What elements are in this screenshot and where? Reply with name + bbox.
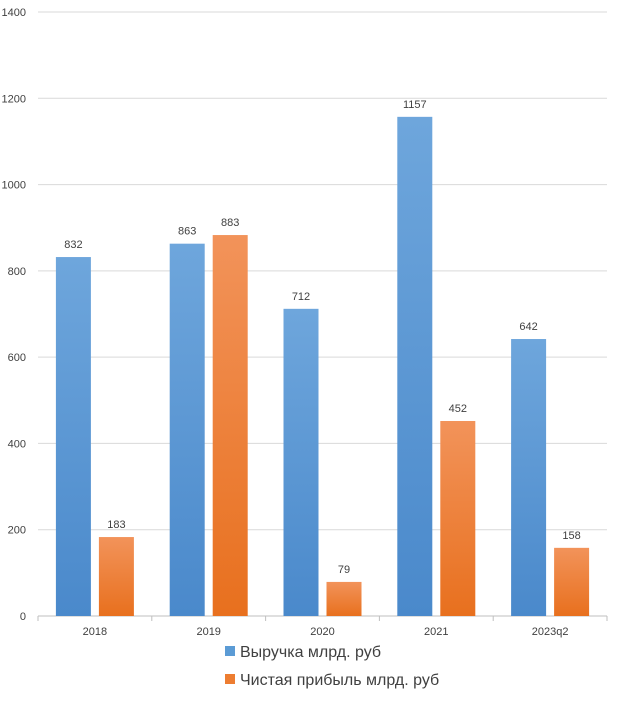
data-label: 712 [292, 291, 310, 303]
data-label: 452 [449, 403, 467, 415]
x-tick-label: 2020 [310, 626, 334, 638]
y-tick-label: 400 [8, 438, 26, 450]
y-tick-label: 0 [20, 611, 26, 623]
data-labels: 832 183 863 883 712 79 1157 452 642 158 [64, 99, 581, 576]
data-label: 883 [221, 217, 239, 229]
bar-revenue-2019 [169, 243, 205, 617]
bar-revenue-2023q2 [511, 339, 547, 616]
bar-revenue-2020 [283, 308, 319, 616]
x-tick-label: 2021 [424, 626, 448, 638]
data-label: 79 [338, 564, 350, 576]
gridlines [38, 11, 607, 617]
bar-revenue-2018 [55, 257, 91, 616]
legend-label: Чистая прибыль млрд. руб [240, 672, 439, 689]
data-label: 642 [519, 321, 537, 333]
y-tick-label: 1200 [2, 93, 26, 105]
legend: Выручка млрд. руб Чистая прибыль млрд. ру… [225, 644, 439, 689]
y-tick-label: 800 [8, 266, 26, 278]
bar-net-profit-2023q2 [554, 547, 590, 616]
x-tick-label: 2019 [196, 626, 220, 638]
x-axis: 2018 2019 2020 2021 2023q2 [37, 616, 608, 638]
x-tick-label: 2023q2 [532, 626, 569, 638]
data-label: 158 [562, 530, 580, 542]
bars [55, 116, 590, 617]
x-tick-label: 2018 [83, 626, 107, 638]
data-label: 863 [178, 226, 196, 238]
bar-net-profit-2018 [98, 537, 134, 616]
y-axis: 0 200 400 600 800 1000 1200 1400 [2, 7, 26, 623]
bar-net-profit-2020 [326, 581, 362, 616]
y-tick-label: 1400 [2, 7, 26, 19]
legend-label: Выручка млрд. руб [240, 644, 381, 661]
y-tick-label: 600 [8, 352, 26, 364]
data-label: 832 [64, 239, 82, 251]
bar-net-profit-2019 [212, 235, 248, 616]
legend-swatch [225, 674, 235, 684]
bar-net-profit-2021 [440, 420, 476, 616]
data-label: 1157 [403, 99, 427, 111]
y-tick-label: 1000 [2, 180, 26, 192]
bar-revenue-2021 [397, 116, 433, 616]
legend-swatch [225, 646, 235, 656]
y-tick-label: 200 [8, 525, 26, 537]
data-label: 183 [107, 519, 125, 531]
